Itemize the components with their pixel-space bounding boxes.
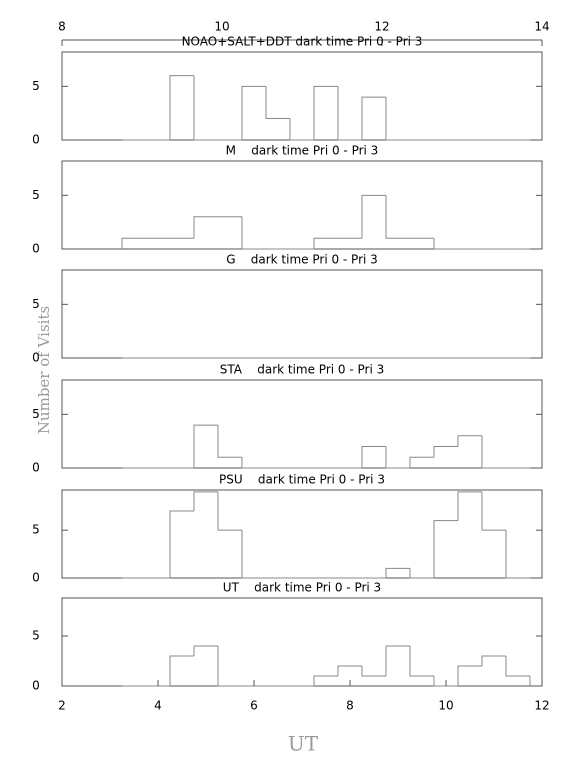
panel-title: PSU dark time Pri 0 - Pri 3 — [219, 473, 385, 487]
histogram-step — [241, 457, 266, 469]
histogram-step — [169, 510, 194, 578]
x-axis-label: UT — [288, 732, 319, 756]
panel-title: UT dark time Pri 0 - Pri 3 — [223, 581, 381, 595]
histogram-step — [409, 646, 434, 677]
y-tick-label: 0 — [32, 242, 40, 256]
panel-frame — [61, 160, 543, 250]
y-tick-label: 0 — [32, 351, 40, 365]
histogram-step — [361, 666, 386, 677]
y-tick-label: 5 — [32, 629, 40, 643]
histogram-step — [457, 491, 482, 521]
panel-title: G dark time Pri 0 - Pri 3 — [226, 253, 378, 267]
histogram-step — [217, 646, 242, 687]
histogram-step — [361, 96, 386, 140]
y-axis-label: Number of Visits — [35, 306, 53, 434]
histogram-step — [265, 86, 290, 120]
panel-frame — [61, 269, 543, 359]
histogram-step — [193, 645, 218, 656]
top-tick-label: 14 — [534, 20, 549, 34]
histogram-step — [193, 75, 218, 141]
top-tick-label: 8 — [58, 20, 66, 34]
y-tick-label: 0 — [32, 461, 40, 475]
histogram-step — [337, 665, 362, 676]
histogram-step — [313, 675, 338, 686]
histogram-step — [481, 655, 506, 666]
histogram-step — [385, 446, 410, 469]
histogram-step — [241, 530, 266, 579]
panel-frame — [61, 489, 543, 579]
histogram-step — [433, 446, 458, 458]
y-tick-label: 5 — [32, 79, 40, 93]
histogram-step — [457, 665, 482, 686]
panel-title: STA dark time Pri 0 - Pri 3 — [220, 363, 385, 377]
histogram-step — [289, 118, 314, 141]
histogram-step — [385, 645, 410, 676]
x-tick-label: 10 — [438, 699, 453, 713]
histogram-step — [337, 86, 362, 141]
top-tick-label: 12 — [374, 20, 389, 34]
histogram-step — [313, 85, 338, 140]
panel-title: NOAO+SALT+DDT dark time Pri 0 - Pri 3 — [182, 35, 423, 49]
y-tick-label: 5 — [32, 523, 40, 537]
histogram-step — [361, 446, 386, 468]
x-tick-label: 2 — [58, 699, 66, 713]
panel-frame — [61, 597, 543, 687]
y-tick-label: 0 — [32, 679, 40, 693]
panel-title: M dark time Pri 0 - Pri 3 — [226, 144, 379, 158]
histogram-step — [169, 655, 194, 686]
x-tick-label: 12 — [534, 699, 549, 713]
histogram-step — [361, 194, 386, 239]
histogram-step — [409, 568, 434, 579]
histogram-step — [433, 238, 458, 250]
panel-frame — [61, 379, 543, 469]
histogram-step — [457, 435, 482, 447]
histogram-step — [217, 425, 242, 458]
histogram-step — [481, 435, 506, 469]
y-tick-label: 5 — [32, 188, 40, 202]
histogram-step — [193, 216, 218, 239]
histogram-step — [433, 520, 458, 578]
histogram-step — [385, 567, 410, 578]
histogram-step — [385, 195, 410, 239]
y-tick-label: 5 — [32, 407, 40, 421]
y-tick-label: 0 — [32, 133, 40, 147]
histogram-step — [169, 75, 194, 140]
histogram-step — [313, 237, 338, 249]
histogram-step — [121, 237, 146, 249]
histogram-step — [193, 491, 218, 512]
histogram-step — [481, 491, 506, 531]
y-tick-label: 0 — [32, 571, 40, 585]
histogram-step — [241, 85, 266, 140]
x-tick-label: 4 — [154, 699, 162, 713]
histogram-step — [385, 97, 410, 141]
x-tick-label: 8 — [346, 699, 354, 713]
histogram-step — [505, 530, 530, 579]
histogram-step — [409, 456, 434, 468]
top-tick-label: 10 — [214, 20, 229, 34]
panel-frame — [61, 51, 543, 141]
y-tick-label: 5 — [32, 297, 40, 311]
histogram-step — [433, 676, 458, 687]
x-tick-label: 6 — [250, 699, 258, 713]
histogram-step — [217, 491, 242, 531]
histogram-step — [505, 656, 530, 677]
histogram-step — [241, 216, 266, 250]
histogram-step — [193, 424, 218, 468]
